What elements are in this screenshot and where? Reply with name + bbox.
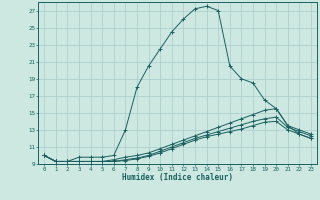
X-axis label: Humidex (Indice chaleur): Humidex (Indice chaleur) — [122, 173, 233, 182]
